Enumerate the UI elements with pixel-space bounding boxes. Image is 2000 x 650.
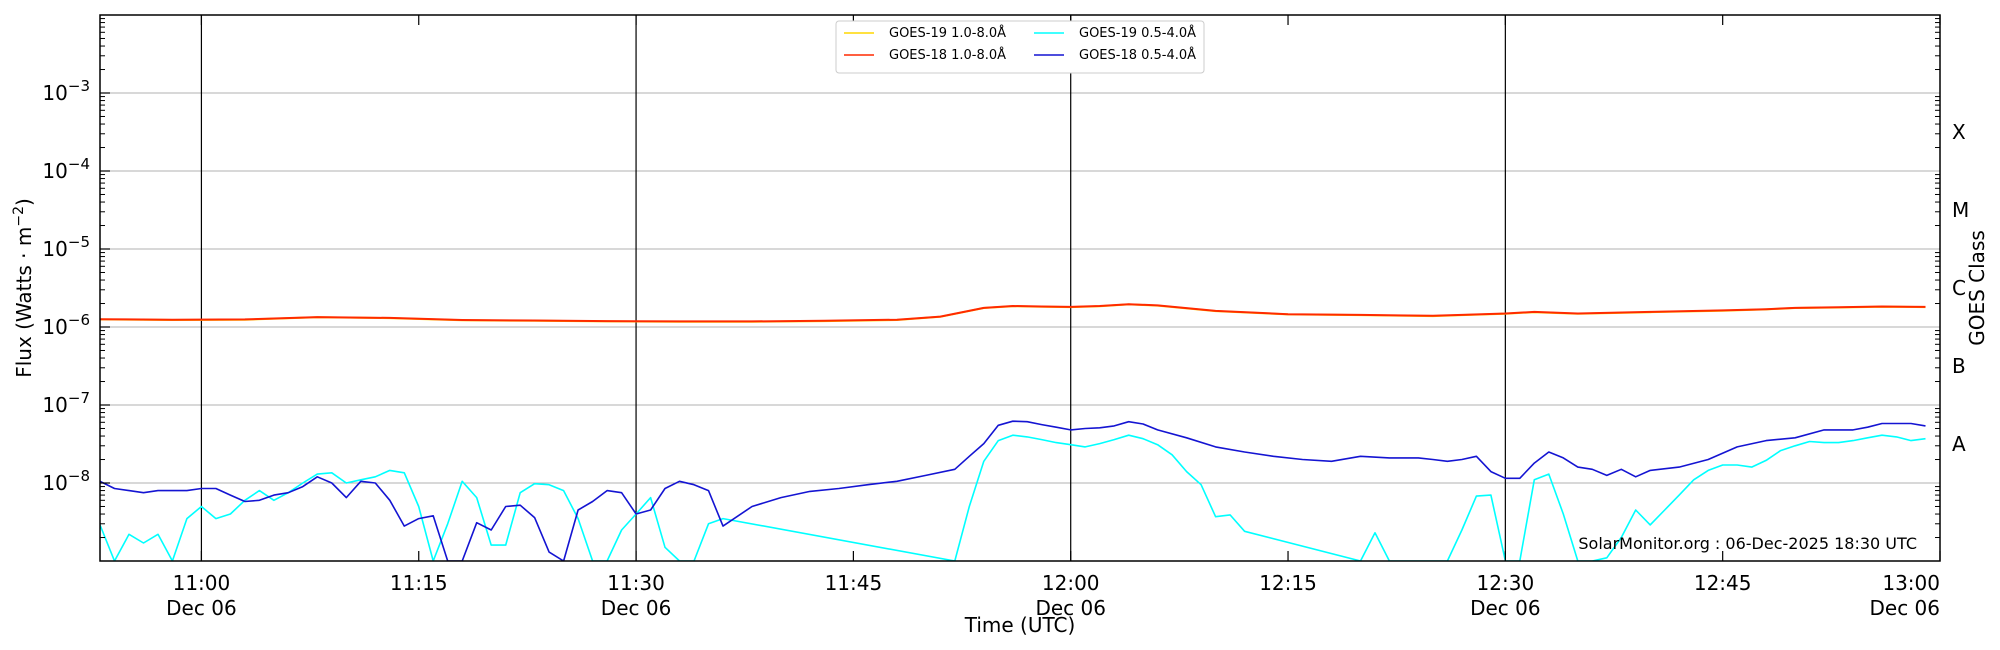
goes-class-label: C (1952, 276, 1966, 300)
x-tick-label: 11:30 (607, 571, 665, 595)
y-tick-label: 10−6 (42, 311, 90, 339)
legend-label: GOES-19 1.0-8.0Å (889, 25, 1006, 41)
solarmonitor-watermark: SolarMonitor.org : 06-Dec-2025 18:30 UTC (1578, 534, 1917, 553)
y-axis-title-base: Flux (Watts · m (12, 227, 36, 378)
x-tick-label: 13:00 (1882, 571, 1940, 595)
legend-items: GOES-19 1.0-8.0Å GOES-18 1.0-8.0Å GOES-19 … (844, 25, 1196, 63)
legend-box (835, 20, 1205, 74)
legend-label: GOES-19 0.5-4.0Å (1079, 25, 1196, 41)
y-tick-base: 10 (42, 315, 67, 339)
x-tick-label: 11:00 (173, 571, 231, 595)
legend-label: GOES-18 1.0-8.0Å (889, 47, 1006, 63)
y-tick-base: 10 (42, 237, 67, 261)
y-tick-base: 10 (42, 159, 67, 183)
goes-class-label: A (1952, 432, 1966, 456)
x-tick-label: 11:15 (390, 571, 448, 595)
y-axis-title-end: ) (12, 198, 36, 206)
x-tick-label: 12:30 (1477, 571, 1535, 595)
goes-class-axis-title: GOES Class (1965, 230, 1989, 346)
grid-layer (100, 92, 1940, 484)
y-tick-exponent: −6 (68, 311, 90, 329)
y-tick-label: 10−3 (42, 77, 90, 105)
y-tick-base: 10 (42, 393, 67, 417)
y-tick-label: 10−7 (42, 389, 90, 417)
vertical-marker-lines (200, 15, 1506, 561)
x-tick-date-label: Dec 06 (1470, 596, 1541, 620)
legend-label: GOES-18 0.5-4.0Å (1079, 47, 1196, 63)
x-tick-date-label: Dec 06 (1035, 596, 1106, 620)
y-axis-title-exponent: −2 (11, 206, 27, 227)
y-tick-exponent: −7 (68, 389, 90, 407)
y-tick-base: 10 (42, 471, 67, 495)
x-tick-label: 12:45 (1694, 571, 1752, 595)
x-tick-label: 12:15 (1259, 571, 1317, 595)
y-axis-title: Flux (Watts · m−2) (11, 198, 36, 378)
y-tick-label: 10−4 (42, 155, 90, 183)
y-tick-label: 10−5 (42, 233, 90, 261)
plot-frame (99, 14, 1941, 562)
x-tick-label: 11:45 (825, 571, 883, 595)
chart-legend: GOES-19 1.0-8.0Å GOES-18 1.0-8.0Å GOES-19 … (835, 20, 1205, 74)
y-tick-label: 10−8 (42, 467, 90, 495)
y-tick-exponent: −8 (68, 467, 90, 485)
series-layer (100, 303, 1926, 561)
x-tick-date-label: Dec 06 (601, 596, 672, 620)
goes-class-label: B (1952, 354, 1966, 378)
series-line-3 (100, 420, 1926, 561)
y-tick-base: 10 (42, 81, 67, 105)
y-tick-exponent: −5 (68, 233, 90, 251)
x-tick-label: 12:00 (1042, 571, 1100, 595)
series-line-1 (100, 303, 1926, 323)
series-line-2 (100, 434, 1926, 561)
y-tick-exponent: −4 (68, 155, 90, 173)
goes-class-label: M (1952, 198, 1969, 222)
x-axis-title: Time (UTC) (964, 613, 1076, 637)
goes-class-label: X (1952, 120, 1966, 144)
x-tick-date-label: Dec 06 (166, 596, 237, 620)
x-tick-date-label: Dec 06 (1869, 596, 1940, 620)
y-tick-exponent: −3 (68, 77, 90, 95)
